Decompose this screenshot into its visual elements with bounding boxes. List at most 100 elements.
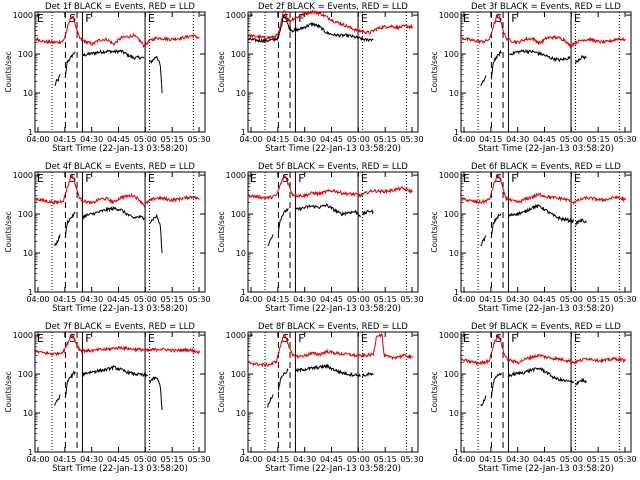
detector-panel: Det 9f BLACK = Events, RED = LLD 1 10 100 10… [430,322,637,474]
x-tick-label: 05:15 [587,455,610,464]
panel-title: Det 6f BLACK = Events, RED = LLD [471,162,621,172]
x-tick-label: 05:30 [614,455,637,464]
events-series-line [362,371,374,378]
interval-letter: F [511,172,517,185]
y-tick-label: 1 [241,288,246,297]
x-tick-label: 04:15 [479,135,502,144]
y-tick-label: 1000 [13,331,33,340]
interval-letter: E [463,172,470,185]
x-tick-label: 04:45 [320,455,343,464]
x-tick-label: 04:00 [452,295,475,304]
events-series-line [507,203,575,223]
y-axis-label: Counts/sec [217,51,226,92]
x-tick-label: 04:45 [533,455,556,464]
x-tick-label: 04:30 [293,455,316,464]
x-tick-label: 04:30 [506,455,529,464]
y-tick-label: 1000 [439,171,459,180]
events-series-line [267,394,274,408]
detector-panel: Det 5f BLACK = Events, RED = LLD 1 10 100 10… [217,162,424,314]
y-tick-label: 100 [18,210,33,219]
events-series-line [480,235,487,247]
interval-letter: E [463,12,470,25]
events-series-line [294,363,361,379]
y-tick-label: 10 [449,89,459,98]
x-tick-label: 05:15 [587,135,610,144]
plot-frame [247,331,419,453]
y-tick-label: 10 [236,409,246,418]
y-tick-label: 1000 [13,171,33,180]
x-axis-label: Start Time (22-Jan-13 03:58:20) [478,304,614,314]
y-tick-label: 1 [454,128,459,137]
x-tick-label: 04:00 [26,135,49,144]
y-tick-label: 1 [28,288,33,297]
x-tick-label: 05:30 [188,295,211,304]
events-series-line [54,74,61,87]
x-tick-label: 05:30 [614,135,637,144]
panel-title: Det 8f BLACK = Events, RED = LLD [258,322,408,332]
x-tick-label: 05:15 [161,455,184,464]
interval-letter: E [37,172,44,185]
interval-letter: E [148,172,155,185]
x-axis-label: Start Time (22-Jan-13 03:58:20) [265,464,401,474]
lld-series-line [34,174,200,208]
x-tick-label: 04:15 [53,295,76,304]
x-tick-label: 04:45 [533,295,556,304]
x-tick-label: 04:00 [239,295,262,304]
x-tick-label: 05:15 [587,295,610,304]
panel-title: Det 2f BLACK = Events, RED = LLD [258,2,408,12]
events-series-line [64,51,76,77]
panel-title: Det 5f BLACK = Events, RED = LLD [258,162,408,172]
events-series-line [277,367,289,391]
x-tick-label: 05:00 [560,295,583,304]
x-tick-label: 05:15 [161,295,184,304]
events-series-line [294,202,362,218]
events-series-line [149,55,163,94]
x-tick-label: 05:00 [347,455,370,464]
y-tick-label: 100 [231,370,246,379]
interval-letter: E [361,332,368,345]
y-tick-label: 1 [241,128,246,137]
x-tick-label: 04:45 [107,295,130,304]
events-series-line [575,377,587,386]
panel-title: Det 3f BLACK = Events, RED = LLD [471,2,621,12]
events-series-line [575,55,587,65]
events-series-line [490,49,502,80]
y-tick-label: 1000 [226,331,246,340]
events-series-line [490,372,502,399]
x-tick-label: 04:30 [80,135,103,144]
panel-title: Det 4f BLACK = Events, RED = LLD [45,162,195,172]
x-tick-label: 04:00 [452,455,475,464]
plot-frame [460,331,632,453]
x-axis-label: Start Time (22-Jan-13 03:58:20) [478,464,614,474]
x-tick-label: 04:45 [533,135,556,144]
x-tick-label: 04:30 [293,135,316,144]
plot-frame [247,11,419,133]
events-series-line [507,367,575,384]
x-tick-label: 04:15 [479,295,502,304]
lld-series-line [247,9,414,40]
interval-letter: E [148,12,155,25]
interval-letter: S [495,172,502,185]
y-tick-label: 10 [449,409,459,418]
detector-panel: Det 1f BLACK = Events, RED = LLD 1 10 100 10… [4,2,211,154]
x-tick-label: 04:15 [53,135,76,144]
events-series-line [149,376,163,410]
y-tick-label: 100 [231,210,246,219]
events-series-line [277,207,289,234]
y-tick-label: 10 [236,89,246,98]
lld-series-line [247,332,414,368]
x-tick-label: 04:30 [506,135,529,144]
interval-letter: E [574,172,581,185]
lld-series-line [34,332,201,356]
plot-frame [460,171,632,293]
events-series-line [82,48,145,61]
events-series-line [247,14,374,44]
events-series-line [64,211,76,238]
events-series-line [362,208,374,216]
y-tick-label: 100 [231,50,246,59]
x-tick-label: 05:30 [614,295,637,304]
x-axis-label: Start Time (22-Jan-13 03:58:20) [478,144,614,154]
x-tick-label: 05:30 [401,295,424,304]
lld-series-line [460,13,626,48]
